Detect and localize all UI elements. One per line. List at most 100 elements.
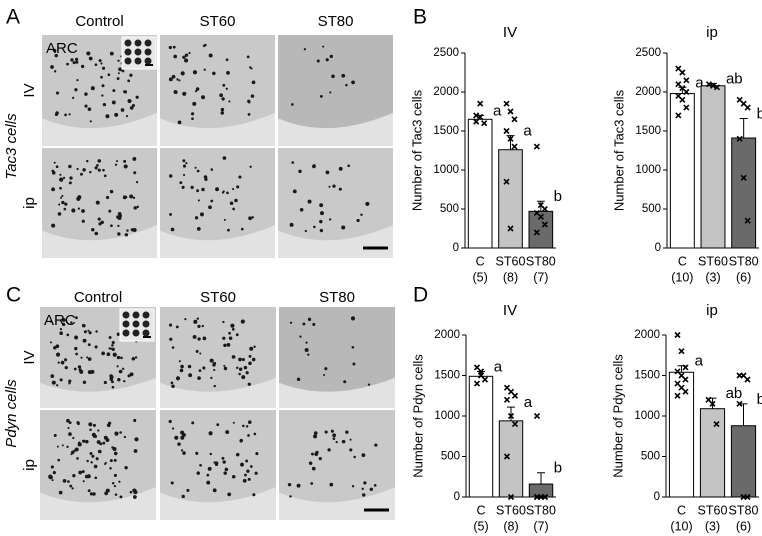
data-point bbox=[683, 104, 690, 111]
cell-dot bbox=[325, 170, 330, 175]
cell-dot bbox=[68, 421, 72, 425]
cell-dot bbox=[197, 376, 201, 380]
cell-dot bbox=[191, 421, 195, 425]
cell-dot bbox=[353, 455, 356, 459]
cell-dot bbox=[307, 199, 312, 204]
data-point bbox=[705, 81, 713, 88]
cell-dot bbox=[73, 449, 76, 452]
cell-dot bbox=[292, 189, 297, 194]
cell-dot bbox=[66, 62, 69, 66]
x-tick-label: ST80 bbox=[729, 254, 759, 268]
cell-dot bbox=[118, 67, 123, 72]
cell-dot bbox=[212, 71, 216, 76]
cell-dot bbox=[48, 475, 53, 480]
cell-dot bbox=[186, 488, 190, 492]
cell-dot bbox=[68, 432, 72, 436]
significance-letter: a bbox=[494, 358, 503, 375]
cell-dot bbox=[129, 73, 133, 77]
cell-dot bbox=[134, 437, 139, 442]
y-tick-label: 1000 bbox=[634, 410, 660, 422]
cell-dot bbox=[132, 495, 137, 499]
cell-dot bbox=[108, 209, 112, 213]
significance-letter: a bbox=[695, 74, 704, 91]
cell-dot bbox=[374, 443, 378, 447]
cell-dot bbox=[323, 373, 326, 376]
cell-dot bbox=[84, 474, 89, 479]
cell-dot bbox=[228, 331, 231, 335]
y-tick-label: 2500 bbox=[635, 47, 661, 59]
cell-dot bbox=[97, 159, 102, 163]
cell-dot bbox=[316, 59, 320, 63]
cell-dot bbox=[96, 440, 101, 444]
bar bbox=[730, 425, 757, 498]
cell-dot bbox=[71, 208, 76, 213]
significance-letter: a bbox=[524, 394, 533, 411]
cell-dot bbox=[169, 212, 173, 216]
cell-dot bbox=[168, 419, 172, 424]
cell-dot bbox=[55, 165, 59, 169]
cell-dot bbox=[49, 341, 53, 344]
cell-dot bbox=[134, 356, 138, 359]
cell-dot bbox=[89, 452, 93, 456]
data-point bbox=[683, 88, 690, 96]
cell-dot bbox=[242, 424, 245, 428]
cell-dot bbox=[64, 113, 67, 117]
sample-size: (8) bbox=[503, 270, 518, 284]
cell-dot bbox=[238, 372, 241, 376]
cell-dot bbox=[53, 346, 57, 350]
data-point bbox=[736, 400, 743, 407]
cell-dot bbox=[57, 212, 62, 216]
cell-dot bbox=[170, 381, 174, 385]
cell-dot bbox=[168, 77, 173, 82]
cell-dot bbox=[253, 345, 256, 348]
cell-dot bbox=[111, 100, 116, 105]
significance-letter: ab bbox=[726, 70, 743, 87]
cell-dot bbox=[122, 195, 127, 200]
cell-dot bbox=[226, 71, 230, 75]
cell-dot bbox=[80, 172, 83, 176]
cell-dot bbox=[310, 452, 314, 456]
significance-letter: ab bbox=[726, 385, 743, 402]
cell-dot bbox=[82, 439, 86, 443]
data-point bbox=[503, 453, 511, 460]
cell-dot bbox=[70, 58, 74, 62]
cell-dot bbox=[111, 482, 115, 485]
cell-dot bbox=[249, 165, 252, 168]
cell-dot bbox=[252, 493, 256, 497]
significance-letter: a bbox=[523, 123, 532, 140]
cell-dot bbox=[179, 181, 183, 185]
cell-dot bbox=[51, 187, 55, 192]
cell-dot bbox=[341, 439, 346, 444]
cell-dot bbox=[248, 216, 252, 221]
data-point bbox=[473, 380, 481, 387]
y-tick-label: 1000 bbox=[434, 410, 460, 422]
cell-dot bbox=[245, 459, 249, 463]
cell-dot bbox=[231, 474, 236, 479]
cell-dot bbox=[94, 345, 98, 349]
cell-dot bbox=[287, 482, 292, 487]
cell-dot bbox=[221, 456, 225, 460]
cell-dot bbox=[347, 164, 351, 168]
cell-dot bbox=[222, 320, 225, 324]
cell-dot bbox=[174, 435, 179, 440]
cell-dot bbox=[175, 325, 179, 329]
cell-dot bbox=[49, 320, 53, 323]
column-label: Control bbox=[75, 13, 123, 30]
cell-dot bbox=[182, 451, 186, 455]
cell-dot bbox=[199, 463, 202, 467]
cell-dot bbox=[95, 457, 99, 461]
cell-dot bbox=[94, 231, 99, 236]
cell-dot bbox=[94, 166, 98, 170]
cell-dot bbox=[64, 365, 68, 370]
cell-dot bbox=[74, 57, 79, 62]
cell-dot bbox=[238, 367, 243, 371]
cell-dot bbox=[120, 356, 123, 360]
cell-dot bbox=[188, 51, 191, 55]
y-tick-label: 0 bbox=[453, 242, 459, 254]
cell-dot bbox=[229, 201, 234, 206]
inset-cell bbox=[122, 329, 130, 337]
cell-dot bbox=[225, 87, 228, 90]
cell-dot bbox=[116, 332, 121, 336]
cell-dot bbox=[113, 484, 117, 488]
